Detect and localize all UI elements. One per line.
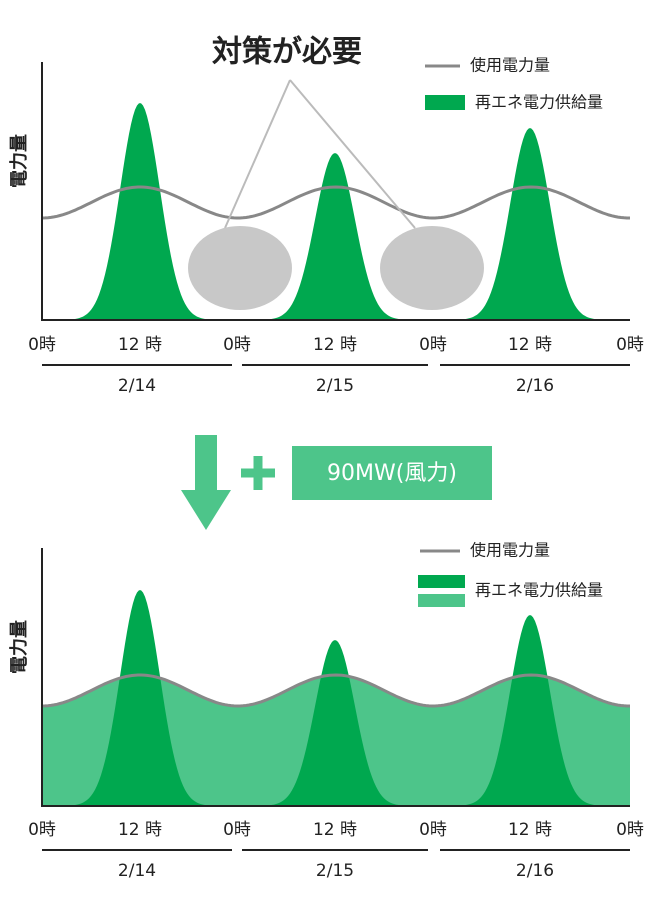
- legend-swatch: [425, 95, 465, 110]
- date-label: 2/15: [316, 861, 354, 881]
- legend-label: 使用電力量: [470, 56, 550, 75]
- date-label: 2/14: [118, 376, 156, 396]
- x-tick-label: 0時: [419, 820, 447, 840]
- supply-peak: [260, 153, 410, 320]
- date-label: 2/15: [316, 376, 354, 396]
- axes: [41, 548, 630, 807]
- supply-peak: [260, 640, 410, 806]
- x-tick-label: 0時: [419, 335, 447, 355]
- y-axis-label: 電力量: [8, 134, 30, 188]
- date-label: 2/16: [516, 376, 554, 396]
- callout-lines: [224, 79, 416, 229]
- date-label: 2/16: [516, 861, 554, 881]
- legend-swatch: [418, 575, 465, 588]
- x-tick-label: 0時: [28, 820, 56, 840]
- demand-line: [41, 185, 630, 220]
- title: 対策が必要: [212, 35, 362, 70]
- x-tick-label: 12 時: [313, 820, 357, 840]
- x-tick-label: 12 時: [313, 335, 357, 355]
- y-axis-label: 電力量: [8, 620, 30, 674]
- x-tick-label: 12 時: [508, 335, 552, 355]
- supply-peak: [455, 615, 605, 806]
- demand-line: [41, 673, 630, 708]
- shortage: [380, 226, 484, 310]
- x-tick-label: 0時: [223, 335, 251, 355]
- down-arrow: [181, 435, 231, 530]
- legend-swatch: [418, 594, 465, 607]
- legend-label: 再エネ電力供給量: [475, 581, 603, 600]
- callout-box: [292, 446, 492, 500]
- x-tick-label: 0時: [616, 335, 644, 355]
- x-tick-label: 0時: [616, 820, 644, 840]
- callout-label: 90MW(風力): [327, 461, 457, 486]
- x-tick-label: 0時: [223, 820, 251, 840]
- arrow: 90MW(風力): [181, 435, 492, 530]
- date-label: 2/14: [118, 861, 156, 881]
- legend-label: 再エネ電力供給量: [475, 93, 603, 112]
- plus: [241, 456, 275, 490]
- bottom-chart: 電力量 0時 12 時 0時 12 時 0時 12 時 0時 2/14 2/15 2/16 使用電力量…: [8, 541, 644, 882]
- x-tick-label: 12 時: [118, 335, 162, 355]
- supply-peak: [455, 128, 605, 320]
- x-tick-label: 0時: [28, 335, 56, 355]
- x-tick-label: 12 時: [118, 820, 162, 840]
- shortage: [188, 226, 292, 310]
- axes: [41, 62, 630, 321]
- top-chart: 電力量 0時 12 時 0時 12 時 0時 12 時 0時 2/14 2/15 2/16 対策が必要…: [8, 35, 644, 397]
- supply-peak: [65, 590, 215, 806]
- legend-label: 使用電力量: [470, 541, 550, 560]
- supply-peak: [65, 103, 215, 320]
- x-tick-label: 12 時: [508, 820, 552, 840]
